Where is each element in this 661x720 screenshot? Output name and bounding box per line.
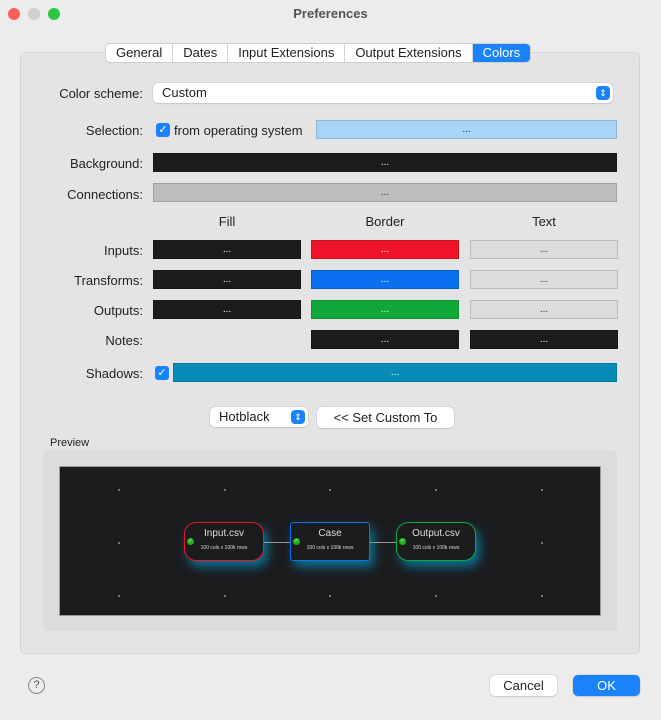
cancel-button[interactable]: Cancel bbox=[490, 675, 557, 696]
node-info: 100 cols x 100k rows bbox=[306, 545, 354, 551]
text-color-swatch[interactable]: ... bbox=[470, 270, 618, 289]
check-icon: ✓ bbox=[293, 538, 300, 545]
window-title: Preferences bbox=[293, 6, 368, 21]
fill-color-swatch[interactable]: ... bbox=[153, 270, 301, 289]
color-scheme-value: Custom bbox=[162, 85, 207, 100]
minimize-window-button[interactable] bbox=[28, 8, 40, 20]
grid-dot bbox=[435, 489, 437, 491]
grid-dot bbox=[118, 595, 120, 597]
node-name: Output.csv bbox=[412, 528, 460, 539]
node-info: 100 cols x 100k rows bbox=[200, 545, 248, 551]
row-label: Outputs: bbox=[93, 303, 143, 318]
preview-canvas: ✓ Input.csv 100 cols x 100k rows ✓ Case 100 c… bbox=[59, 466, 601, 616]
preview-node: ✓ Output.csv 100 cols x 100k rows bbox=[396, 522, 476, 561]
border-color-swatch[interactable]: ... bbox=[311, 240, 459, 259]
connection-arrow bbox=[264, 542, 290, 543]
connections-color-swatch[interactable]: ... bbox=[153, 183, 617, 202]
node-name: Input.csv bbox=[203, 528, 245, 539]
shadows-color-swatch[interactable]: ... bbox=[173, 363, 617, 382]
swatch-label: ... bbox=[380, 304, 390, 315]
fill-header: Fill bbox=[218, 214, 236, 229]
grid-dot bbox=[224, 489, 226, 491]
grid-dot bbox=[329, 595, 331, 597]
tab-output-extensions[interactable]: Output Extensions bbox=[345, 44, 473, 62]
fill-color-swatch[interactable]: ... bbox=[153, 240, 301, 259]
swatch-label: ... bbox=[222, 304, 232, 315]
row-label: Notes: bbox=[105, 333, 143, 348]
preview-node: ✓ Case 100 cols x 100k rows bbox=[290, 522, 370, 561]
shadows-label: Shadows: bbox=[85, 366, 143, 381]
tab-input-extensions[interactable]: Input Extensions bbox=[228, 44, 346, 62]
background-label: Background: bbox=[70, 156, 143, 171]
grid-dot bbox=[118, 489, 120, 491]
zoom-window-button[interactable] bbox=[48, 8, 60, 20]
check-icon: ✓ bbox=[187, 538, 194, 545]
text-color-swatch[interactable]: ... bbox=[470, 240, 618, 259]
set-custom-button[interactable]: << Set Custom To bbox=[317, 407, 454, 428]
swatch-label: ... bbox=[380, 157, 390, 168]
swatch-label: ... bbox=[539, 244, 549, 255]
swatch-label: ... bbox=[462, 124, 471, 135]
chevron-updown-icon: ⇕ bbox=[596, 86, 610, 100]
swatch-label: ... bbox=[380, 334, 390, 345]
swatch-label: ... bbox=[222, 244, 232, 255]
border-color-swatch[interactable]: ... bbox=[311, 270, 459, 289]
connection-arrow bbox=[370, 542, 396, 543]
swatch-label: ... bbox=[539, 334, 549, 345]
help-button[interactable]: ? bbox=[28, 677, 45, 694]
grid-dot bbox=[118, 542, 120, 544]
row-label: Transforms: bbox=[74, 273, 143, 288]
preview-label: Preview bbox=[50, 437, 90, 449]
selection-checkbox[interactable]: ✓ bbox=[156, 123, 170, 137]
grid-dot bbox=[224, 595, 226, 597]
tab-bar: General Dates Input Extensions Output Ex… bbox=[105, 43, 532, 63]
selection-color-swatch[interactable]: ... bbox=[316, 120, 617, 139]
tab-dates[interactable]: Dates bbox=[173, 44, 229, 62]
swatch-label: ... bbox=[380, 187, 390, 198]
grid-dot bbox=[541, 542, 543, 544]
tab-colors[interactable]: Colors bbox=[472, 44, 531, 62]
tab-general[interactable]: General bbox=[106, 44, 174, 62]
chevron-updown-icon: ⇕ bbox=[291, 410, 305, 424]
close-window-button[interactable] bbox=[8, 8, 20, 20]
node-info: 100 cols x 100k rows bbox=[412, 545, 460, 551]
grid-dot bbox=[541, 595, 543, 597]
swatch-label: ... bbox=[222, 274, 232, 285]
swatch-label: ... bbox=[539, 274, 549, 285]
grid-dot bbox=[541, 489, 543, 491]
shadows-checkbox[interactable]: ✓ bbox=[155, 366, 169, 380]
background-color-swatch[interactable]: ... bbox=[153, 153, 617, 172]
selection-checkbox-label: from operating system bbox=[174, 123, 303, 138]
border-header: Border bbox=[365, 214, 405, 229]
color-scheme-select[interactable]: Custom ⇕ bbox=[153, 83, 613, 103]
connections-label: Connections: bbox=[67, 187, 143, 202]
text-color-swatch[interactable]: ... bbox=[470, 330, 618, 349]
row-label: Inputs: bbox=[103, 243, 143, 258]
text-header: Text bbox=[532, 214, 556, 229]
preset-select[interactable]: Hotblack ⇕ bbox=[210, 407, 308, 427]
text-color-swatch[interactable]: ... bbox=[470, 300, 618, 319]
selection-label: Selection: bbox=[85, 123, 143, 138]
border-color-swatch[interactable]: ... bbox=[311, 300, 459, 319]
swatch-label: ... bbox=[390, 367, 400, 378]
swatch-label: ... bbox=[539, 304, 549, 315]
node-name: Case bbox=[318, 528, 342, 539]
fill-color-swatch[interactable]: ... bbox=[153, 300, 301, 319]
ok-button[interactable]: OK bbox=[573, 675, 640, 696]
border-color-swatch[interactable]: ... bbox=[311, 330, 459, 349]
color-scheme-label: Color scheme: bbox=[59, 86, 143, 101]
preset-value: Hotblack bbox=[219, 409, 270, 424]
preview-node: ✓ Input.csv 100 cols x 100k rows bbox=[184, 522, 264, 561]
grid-dot bbox=[435, 595, 437, 597]
swatch-label: ... bbox=[380, 274, 390, 285]
check-icon: ✓ bbox=[399, 538, 406, 545]
grid-dot bbox=[329, 489, 331, 491]
swatch-label: ... bbox=[380, 244, 390, 255]
